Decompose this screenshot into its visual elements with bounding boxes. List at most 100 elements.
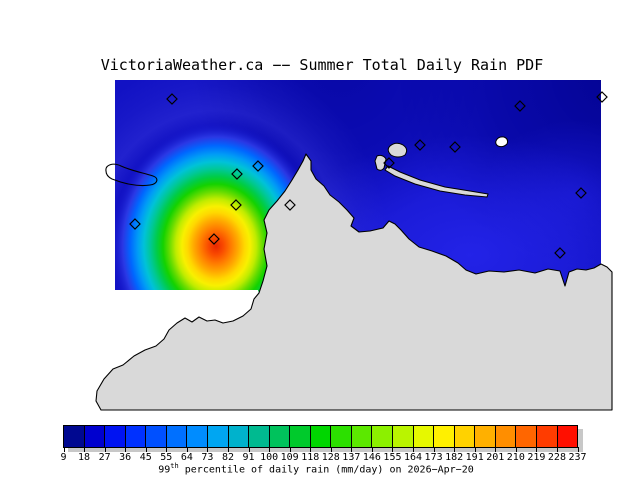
colorbar-tick <box>145 447 147 452</box>
island-sidney-2 <box>374 154 387 171</box>
colorbar-tick-label: 173 <box>424 452 443 463</box>
colorbar-tick <box>536 447 538 452</box>
colorbar-tick-label: 9 <box>60 452 67 463</box>
caption-rest: percentile of daily rain (mm/day) on 202… <box>178 464 474 476</box>
colorbar-tick <box>310 447 312 452</box>
colorbar-tick <box>474 447 476 452</box>
colorbar-tick <box>371 447 373 452</box>
island-sidney-1 <box>387 142 408 158</box>
colorbar-segment <box>83 426 105 447</box>
colorbar-tick <box>392 447 394 452</box>
colorbar-tick-label: 210 <box>506 452 525 463</box>
station-diamond-icon <box>231 168 243 180</box>
station-diamond-icon <box>284 199 296 211</box>
colorbar-tick-label: 182 <box>445 452 464 463</box>
colorbar-tick-label: 237 <box>568 452 587 463</box>
station-diamond-icon <box>449 141 461 153</box>
colorbar-segment <box>248 426 269 447</box>
colorbar-tick-label: 118 <box>301 452 320 463</box>
colorbar-segment <box>474 426 495 447</box>
colorbar-tick <box>227 447 229 452</box>
colorbar-tick <box>84 447 86 452</box>
colorbar-tick-label: 155 <box>383 452 402 463</box>
page-title: VictoriaWeather.ca −− Summer Total Daily… <box>100 56 544 74</box>
colorbar-tick-label: 201 <box>486 452 505 463</box>
colorbar-tick-label: 128 <box>321 452 340 463</box>
colorbar-tick <box>166 447 168 452</box>
colorbar-tick-label: 36 <box>119 452 132 463</box>
caption-superscript: th <box>170 462 179 470</box>
colorbar-caption: 99th percentile of daily rain (mm/day) o… <box>0 462 632 475</box>
colorbar-tick <box>289 447 291 452</box>
colorbar-segment <box>309 426 331 447</box>
colorbar-segment <box>453 426 475 447</box>
island-outline-west <box>105 163 158 187</box>
colorbar-segment <box>206 426 228 447</box>
colorbar-tick <box>577 447 579 452</box>
colorbar-tick <box>556 447 558 452</box>
colorbar-segment <box>145 426 166 447</box>
colorbar-tick-label: 64 <box>180 452 193 463</box>
station-diamond-icon <box>252 160 264 172</box>
colorbar-tick-label: 100 <box>260 452 279 463</box>
colorbar-tick <box>495 447 497 452</box>
colorbar-tick <box>248 447 250 452</box>
colorbar-tick-label: 191 <box>465 452 484 463</box>
colorbar-tick <box>104 447 106 452</box>
colorbar-tick <box>330 447 332 452</box>
colorbar-tick-label: 164 <box>403 452 423 463</box>
station-diamond-icon <box>514 100 526 112</box>
colorbar-tick <box>207 447 209 452</box>
station-markers <box>129 91 608 259</box>
station-diamond-icon <box>208 233 220 245</box>
colorbar-tick-label: 27 <box>98 452 111 463</box>
island-outline-east <box>495 136 509 148</box>
colorbar-segment <box>433 426 454 447</box>
colorbar-segment <box>494 426 516 447</box>
colorbar-segment <box>186 426 207 447</box>
island-spit-arm <box>384 165 489 198</box>
colorbar-segment <box>535 426 557 447</box>
colorbar-segment <box>64 426 84 447</box>
colorbar-tick-label: 228 <box>547 452 566 463</box>
station-diamond-icon <box>129 218 141 230</box>
colorbar-tick <box>269 447 271 452</box>
colorbar-tick <box>433 447 435 452</box>
colorbar-tick <box>515 447 517 452</box>
colorbar-tick <box>186 447 188 452</box>
colorbar-segment <box>350 426 372 447</box>
colorbar-segment <box>165 426 187 447</box>
colorbar-segment <box>227 426 249 447</box>
colorbar-tick-label: 91 <box>242 452 255 463</box>
station-diamond-icon <box>596 91 608 103</box>
colorbar-tick-label: 137 <box>342 452 361 463</box>
colorbar-tick <box>125 447 127 452</box>
station-diamond-icon <box>414 139 426 151</box>
colorbar-segment <box>289 426 310 447</box>
land-mass <box>95 153 613 411</box>
colorbar-tick <box>351 447 353 452</box>
station-diamond-icon <box>166 93 178 105</box>
colorbar-segment <box>268 426 290 447</box>
colorbar-tick-label: 45 <box>139 452 152 463</box>
colorbar-segment <box>556 426 578 447</box>
station-diamond-icon <box>575 187 587 199</box>
colorbar-segment <box>330 426 351 447</box>
station-diamond-icon <box>230 199 242 211</box>
colorbar <box>63 425 578 448</box>
colorbar-tick-label: 109 <box>280 452 299 463</box>
colorbar-tick <box>413 447 415 452</box>
colorbar-segment <box>412 426 434 447</box>
colorbar-tick <box>454 447 456 452</box>
colorbar-tick <box>63 447 65 452</box>
station-diamond-icon <box>383 157 395 169</box>
colorbar-segment <box>124 426 146 447</box>
station-diamond-icon <box>554 247 566 259</box>
colorbar-tick-label: 73 <box>201 452 214 463</box>
colorbar-segment <box>371 426 392 447</box>
colorbar-segment <box>104 426 125 447</box>
colorbar-tick-label: 18 <box>78 452 91 463</box>
colorbar-tick-label: 146 <box>362 452 381 463</box>
